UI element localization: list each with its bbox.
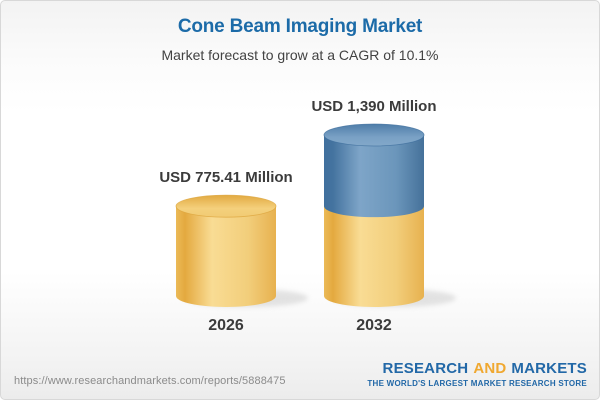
logo-wordmark: RESEARCH AND MARKETS <box>367 361 587 376</box>
cylinder-bars <box>175 123 456 307</box>
value-label-2032: USD 1,390 Million <box>311 98 437 115</box>
value-label-2026: USD 775.41 Million <box>159 169 293 187</box>
footer: https://www.researchandmarkets.com/repor… <box>1 361 599 399</box>
chart-title: Cone Beam Imaging Market <box>177 16 423 37</box>
logo-word-and: AND <box>473 360 507 377</box>
logo-tagline: THE WORLD'S LARGEST MARKET RESEARCH STOR… <box>367 379 587 388</box>
category-label-2032: 2032 <box>356 317 392 334</box>
chart-subtitle: Market forecast to grow at a CAGR of 10.… <box>161 47 439 63</box>
report-url: https://www.researchandmarkets.com/repor… <box>14 375 286 387</box>
research-and-markets-logo: RESEARCH AND MARKETS THE WORLD'S LARGEST… <box>367 361 587 388</box>
header: Cone Beam Imaging Market Market forecast… <box>1 1 599 63</box>
category-label-2026: 2026 <box>208 317 244 334</box>
logo-word-markets: MARKETS <box>511 360 587 377</box>
logo-word-research: RESEARCH <box>382 360 469 377</box>
